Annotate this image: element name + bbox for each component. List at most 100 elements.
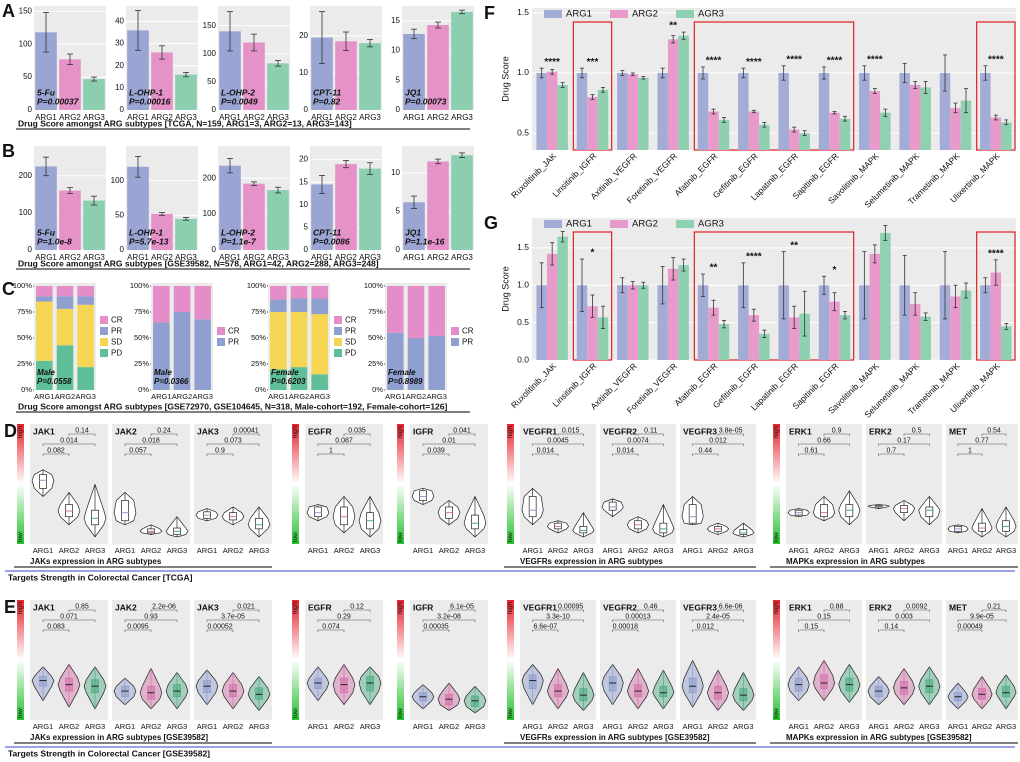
box [471, 514, 479, 530]
gradient-high-label: high [17, 602, 24, 615]
x-tick-label: ARG3 [996, 722, 1016, 731]
drug-label: CPT-11 [313, 227, 341, 237]
x-tick-label: ARG3 [85, 546, 105, 555]
stacked-bar-segment [77, 304, 94, 368]
gradient-low-label: low [773, 708, 780, 718]
x-tick-label: ARG2 [335, 113, 357, 122]
comparison-bracket [957, 629, 983, 632]
bar [59, 190, 81, 250]
box [255, 517, 263, 530]
cohort-label: Female [388, 368, 416, 377]
legend-label: ARG1 [566, 9, 592, 20]
stacked-bar-segment [270, 369, 287, 390]
gradient-low-label: low [397, 532, 404, 542]
drug-label: CPT-11 [313, 87, 341, 97]
bar [311, 184, 333, 250]
legend-swatch [334, 349, 342, 357]
x-tick-label: ARG1 [385, 392, 405, 401]
box [528, 674, 537, 690]
stacked-bar-segment [428, 335, 445, 390]
bar [708, 111, 719, 150]
plot-title: JAK2 [115, 602, 137, 612]
caption: Drug Score amongst ARG subtypes [GSE3958… [18, 258, 379, 268]
bar [587, 306, 598, 360]
bar [638, 77, 649, 150]
x-tick-label: ARG1 [219, 253, 241, 262]
comparison-bracket [206, 443, 260, 446]
comparison-bracket [42, 443, 96, 446]
bar [788, 317, 800, 360]
plot-title: IGFR [413, 602, 433, 612]
p-value: 0.003 [895, 613, 913, 620]
bar [920, 87, 931, 150]
comparison-bracket [232, 433, 260, 436]
bar [35, 32, 57, 110]
bar [939, 72, 951, 150]
drug-label: JQ1 [405, 87, 421, 97]
p-value: 0.057 [129, 447, 147, 454]
y-tick-label: 50% [17, 333, 32, 342]
y-tick-label: 15 [299, 177, 308, 186]
significance-label: *** [587, 57, 599, 68]
x-tick-label: ARG2 [141, 546, 161, 555]
significance-label: * [833, 265, 837, 276]
p-value: 0.0074 [627, 437, 649, 444]
x-tick-label: ARG3 [359, 253, 381, 262]
stacked-bar-segment [56, 308, 74, 346]
caption: Drug Score amongst ARG subtypes [GSE7297… [18, 401, 448, 411]
y-tick-label: 1.0 [517, 280, 529, 290]
box [659, 685, 668, 698]
x-tick-label: ARG1 [413, 546, 433, 555]
comparison-bracket [878, 619, 930, 622]
legend-label: AGR3 [698, 219, 724, 230]
legend-label: CR [228, 327, 240, 336]
comparison-bracket [692, 619, 744, 622]
y-tick-label: 10 [299, 68, 308, 77]
comparison-bracket [124, 619, 178, 622]
legend-swatch [610, 10, 628, 18]
comparison-bracket [232, 609, 260, 612]
p-value: 0.012 [697, 623, 715, 630]
p-value: 2.4e-05 [706, 613, 730, 620]
p-value: 0.082 [47, 447, 65, 454]
comparison-bracket [981, 609, 1007, 612]
plot-background [532, 218, 1016, 360]
bar [557, 85, 568, 150]
p-value: 0.44 [699, 447, 713, 454]
drug-label: L-OHP-1 [129, 87, 163, 97]
gradient-high-label: high [292, 602, 299, 615]
box [91, 509, 99, 526]
p-value: 0.074 [322, 623, 340, 630]
legend-label: SD [111, 338, 122, 347]
x-tick-label: ARG3 [653, 546, 673, 555]
p-value: P=0.8989 [388, 377, 423, 386]
bar [1001, 326, 1012, 360]
p-value: 0.66 [817, 437, 831, 444]
bar [243, 42, 265, 110]
comparison-bracket [124, 443, 178, 446]
x-tick-label: ARG2 [151, 113, 173, 122]
stacked-bar-segment [153, 286, 170, 323]
comparison-bracket [557, 433, 584, 436]
x-tick-label: ARG2 [708, 722, 728, 731]
comparison-bracket [124, 629, 152, 632]
x-tick-label: ARG2 [223, 546, 243, 555]
x-tick-label: ARG1 [197, 546, 217, 555]
significance-label: **** [827, 56, 843, 67]
x-tick-label: ARG2 [406, 392, 426, 401]
panel-label: G [484, 213, 498, 233]
bar [759, 333, 770, 360]
drug-label: 5-Fu [37, 227, 56, 237]
gradient-low-label: low [292, 708, 299, 718]
comparison-bracket [612, 443, 664, 446]
p-value: P=0.00037 [37, 96, 80, 106]
comparison-bracket [798, 443, 850, 446]
caption: MAPKs expression in ARG subtypes [GSE395… [786, 733, 972, 742]
bar [175, 218, 197, 250]
x-tick-label: ARG3 [733, 546, 753, 555]
y-tick-label: 25% [251, 359, 266, 368]
x-tick-label: ARG1 [868, 722, 888, 731]
comparison-bracket [68, 609, 96, 612]
x-tick-label: ARG2 [55, 392, 75, 401]
